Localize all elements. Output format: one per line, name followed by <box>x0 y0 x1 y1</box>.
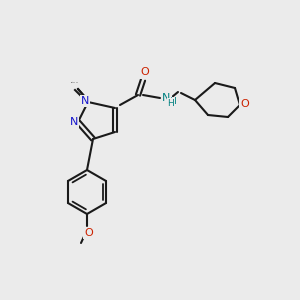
Text: N: N <box>81 96 89 106</box>
Text: O: O <box>85 228 93 238</box>
Text: O: O <box>140 68 148 78</box>
Text: O: O <box>241 99 249 109</box>
Text: N: N <box>163 92 171 102</box>
Text: H: H <box>169 98 176 106</box>
Text: N: N <box>81 96 89 106</box>
Text: methyl: methyl <box>70 81 75 83</box>
Text: N: N <box>162 93 170 103</box>
Text: O: O <box>84 228 92 238</box>
Text: O: O <box>141 67 149 77</box>
Text: N: N <box>70 117 78 127</box>
Text: H: H <box>168 98 174 107</box>
Text: N: N <box>70 117 78 127</box>
Text: methyl: methyl <box>74 81 78 83</box>
Text: O: O <box>240 99 248 109</box>
